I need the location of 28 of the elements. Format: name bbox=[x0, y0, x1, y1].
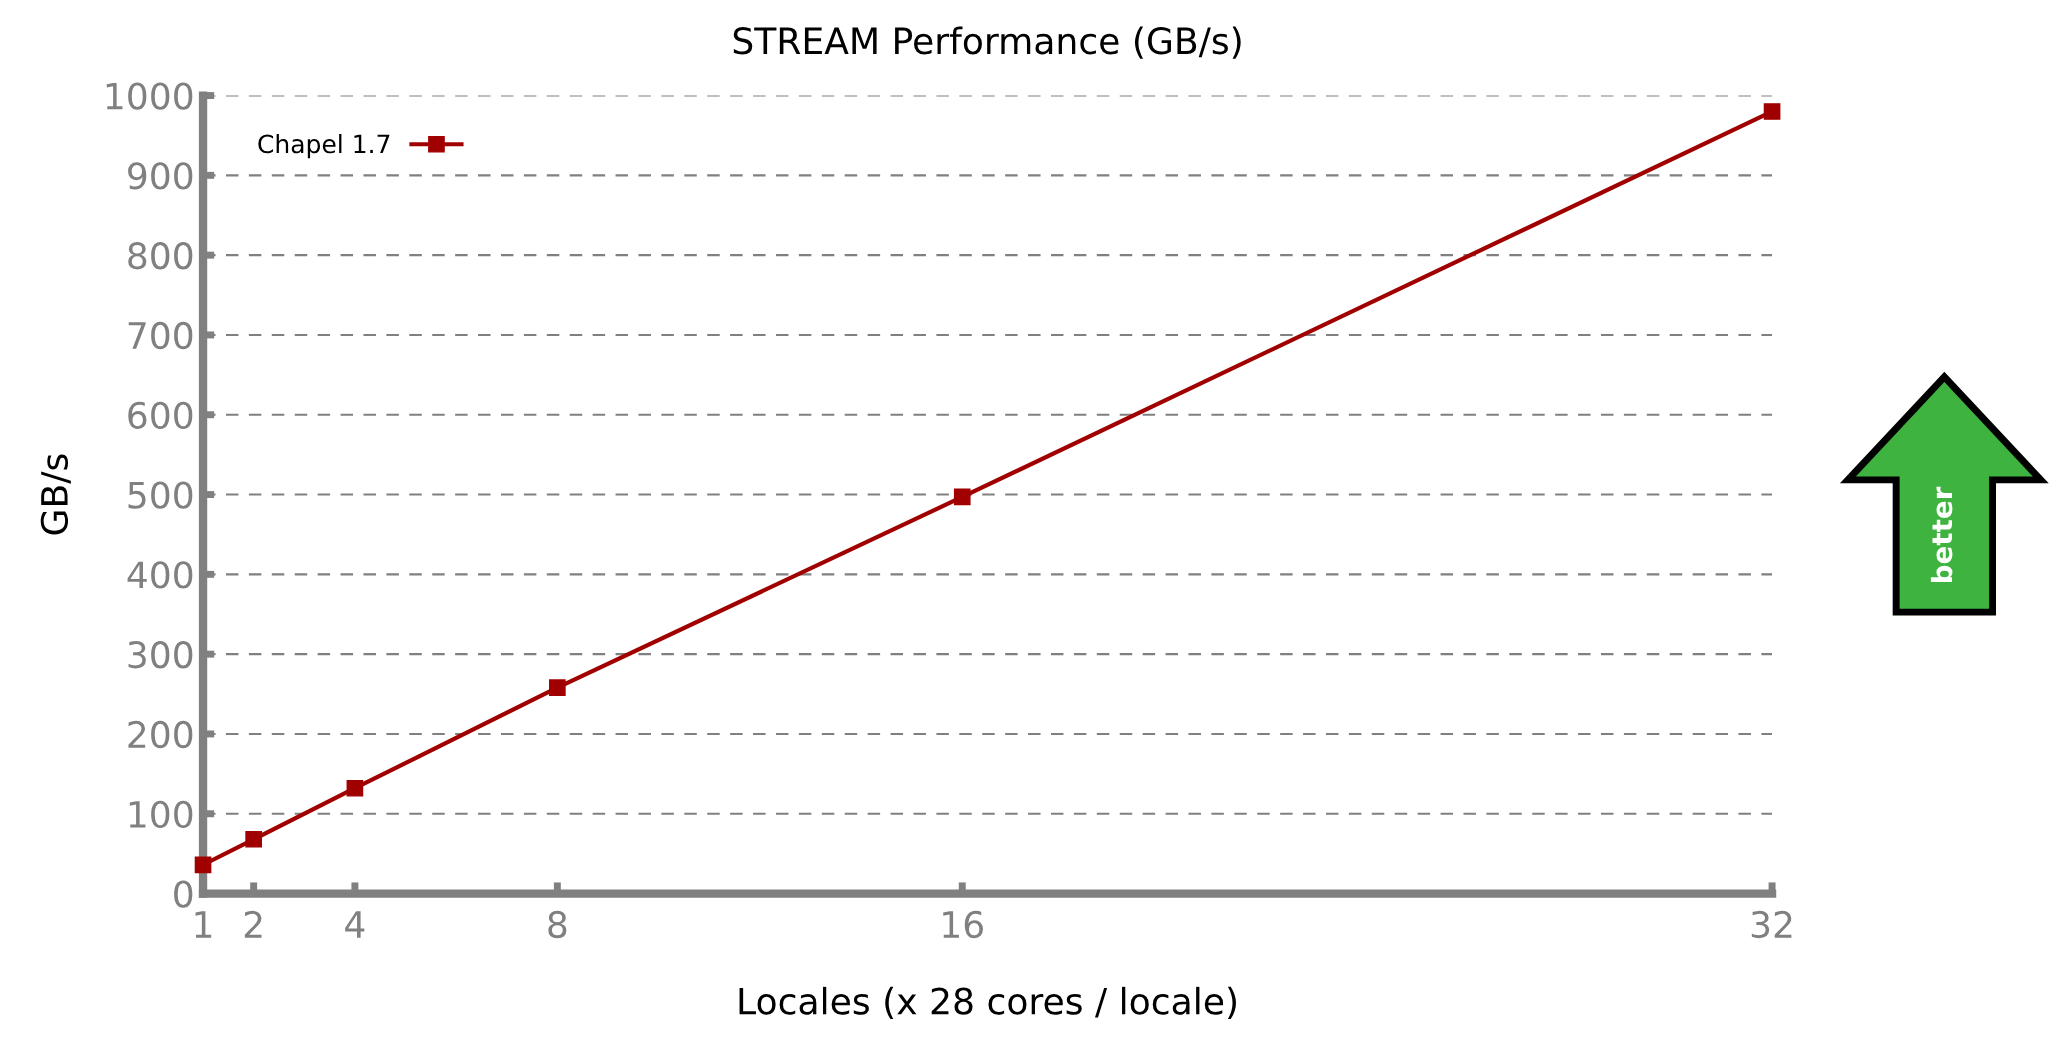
y-tick-label: 700 bbox=[128, 321, 193, 350]
x-tick-label: 8 bbox=[548, 910, 567, 939]
chart-title: STREAM Performance (GB/s) bbox=[733, 26, 1241, 59]
y-axis-title: GB/s bbox=[40, 454, 71, 535]
y-tick-label: 400 bbox=[127, 561, 193, 589]
point bbox=[194, 856, 212, 874]
text: better bbox=[1930, 486, 1953, 583]
y-tick-label: 0 bbox=[174, 880, 193, 908]
x-tick-label: 2 bbox=[244, 910, 262, 938]
point bbox=[549, 679, 566, 697]
x-axis-title: Locales (x 28 cores / locale) bbox=[739, 986, 1236, 1020]
x-tick-label: 32 bbox=[1751, 910, 1792, 939]
y-tick-label: 300 bbox=[128, 641, 193, 669]
y-tick-label: 100 bbox=[129, 800, 193, 828]
x-tick-label: 4 bbox=[345, 911, 365, 938]
y-tick-label: 200 bbox=[128, 720, 193, 749]
x-tick-label: 16 bbox=[943, 910, 983, 939]
point bbox=[953, 488, 971, 506]
point bbox=[346, 779, 364, 797]
point bbox=[245, 830, 262, 848]
legend-label: Chapel 1.7 bbox=[258, 134, 390, 159]
point bbox=[1763, 103, 1781, 120]
y-tick-label: 800 bbox=[128, 242, 193, 270]
y-tick-label: 600 bbox=[128, 401, 193, 429]
y-tick-label: 900 bbox=[128, 162, 193, 190]
x-tick-label: 1 bbox=[195, 911, 212, 938]
y-tick-label: 500 bbox=[128, 481, 193, 509]
y-tick-label: 1000 bbox=[106, 82, 193, 110]
